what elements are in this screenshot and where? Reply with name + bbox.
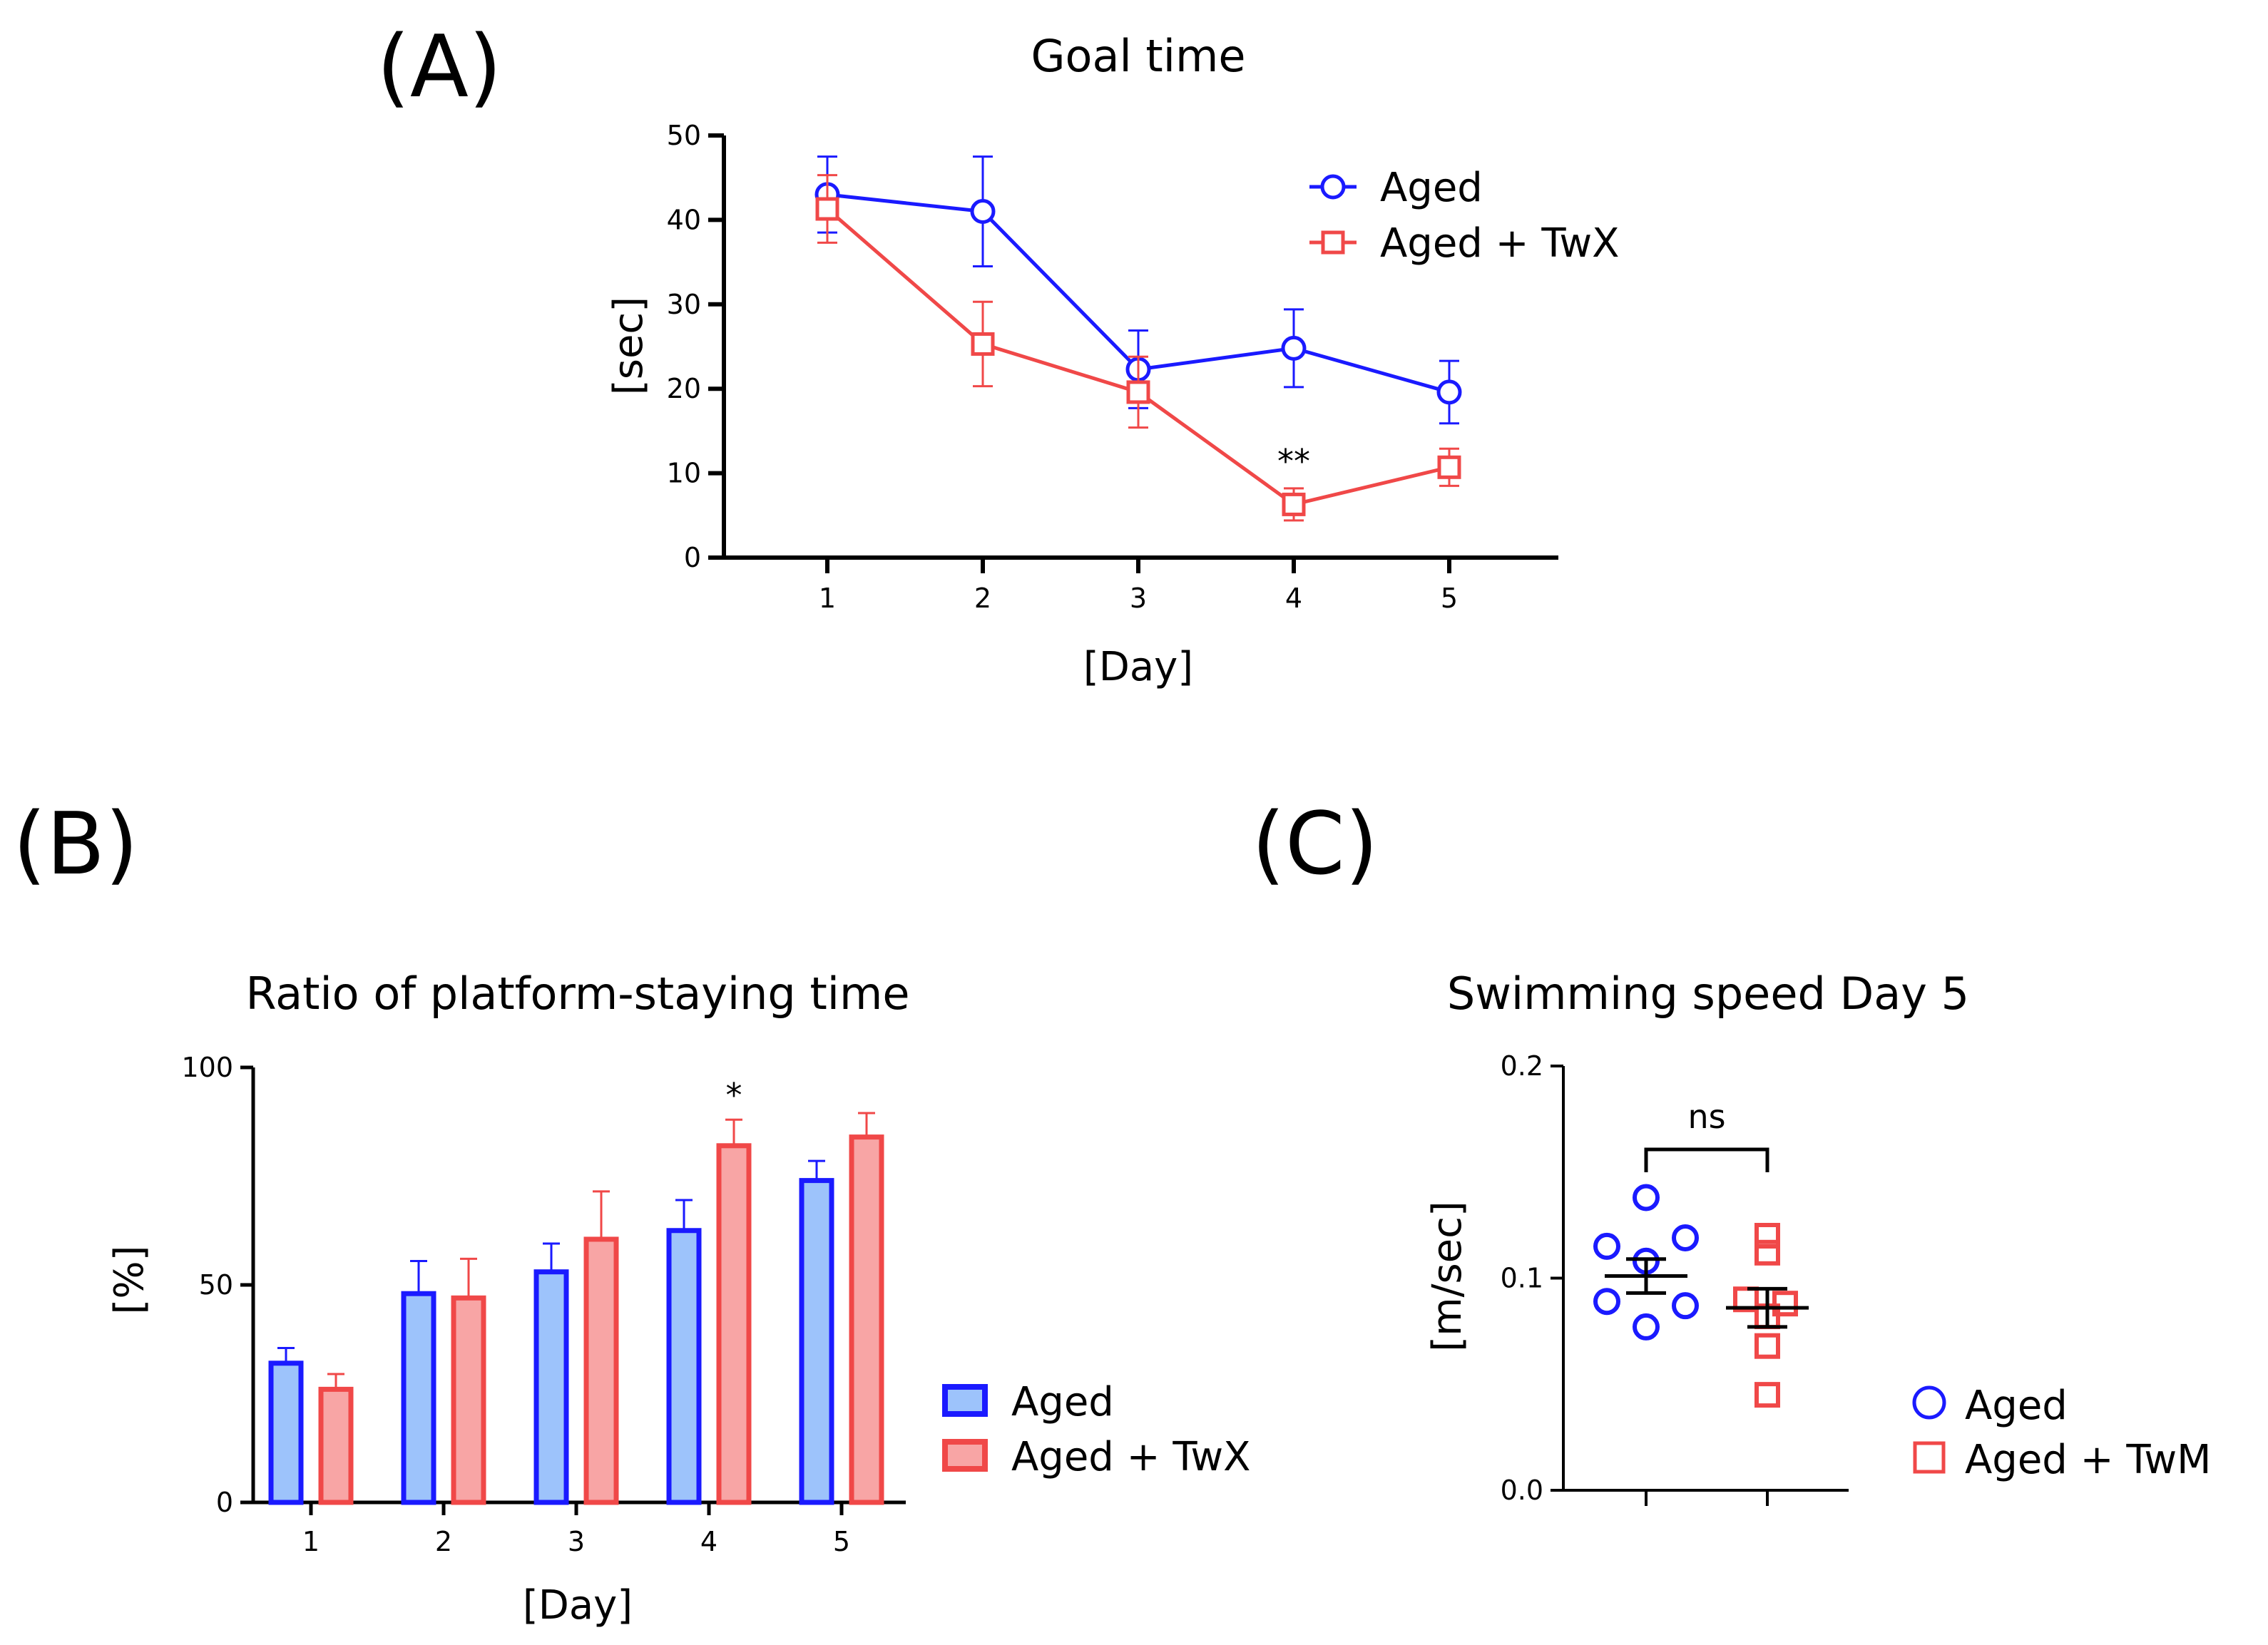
chart-b-axes: 0 50 100 1 2 3 4 5 [181,1052,906,1557]
legend-a-twx-label: Aged + TwX [1380,220,1619,267]
data-point-twx [971,332,995,356]
data-point-aged [1281,335,1307,361]
chart-b-ytick-label: 50 [199,1269,233,1301]
legend-c-twm-label: Aged + TwM [1965,1437,2211,1483]
chart-c-legend: Aged Aged + TwM [1912,1383,2211,1483]
legend-b-aged-swatch [942,1384,988,1417]
chart-b-legend: Aged Aged + TwX [942,1379,1250,1480]
chart-b-xtick-label: 4 [700,1526,717,1557]
data-point-twm [1733,1286,1759,1313]
legend-b-twx-swatch [942,1439,988,1472]
legend-c-twm-marker [1913,1441,1946,1474]
chart-b-xtick-label: 2 [435,1526,452,1557]
data-point-aged [1633,1313,1660,1341]
bar-aged [401,1291,436,1505]
panel-c-letter: (C) [1252,795,1378,894]
bar-twx [451,1295,486,1505]
chart-b-ytick-label: 0 [216,1487,233,1518]
data-point-twm [1754,1333,1780,1359]
legend-c-aged-label: Aged [1965,1383,2068,1429]
chart-c-ytick-label: 0.2 [1501,1050,1543,1082]
chart-a-marks: ** [814,155,1462,522]
comparison-bracket [1644,1147,1769,1172]
chart-b-ylabel: [%] [106,1246,153,1315]
data-point-twx [815,197,839,221]
panel-a-line-chart: Goal time [sec] [Day] 0 10 20 30 40 50 1 2 3 4 5 *… [606,30,1619,690]
data-point-twx [1282,492,1306,516]
chart-a-title: Goal time [1031,30,1246,82]
panel-a-letter: (A) [377,18,502,117]
chart-a-ytick-label: 30 [667,289,701,320]
chart-b-title: Ratio of platform-staying time [245,968,909,1020]
chart-b-ytick-label: 100 [181,1052,233,1083]
chart-a-ytick-label: 50 [667,120,701,151]
chart-a-xtick-label: 5 [1441,583,1458,614]
chart-a-ytick-label: 0 [684,542,701,573]
legend-b-aged-label: Aged [1011,1379,1114,1425]
bar-aged [533,1269,569,1505]
chart-c-ytick-label: 0.1 [1501,1263,1543,1294]
chart-a-ytick-label: 10 [667,458,701,489]
bar-twx [849,1134,884,1505]
data-point-aged [970,199,996,225]
legend-c-aged-marker [1912,1385,1946,1420]
chart-a-axes: 0 10 20 30 40 50 1 2 3 4 5 [667,120,1558,614]
chart-b-xlabel: [Day] [523,1582,633,1629]
chart-b-xtick-label: 1 [302,1526,320,1557]
chart-c-marks: ns [1593,1097,1809,1408]
comparison-label: ns [1687,1097,1725,1136]
chart-c-title: Swimming speed Day 5 [1447,968,1969,1020]
chart-a-ylabel: [sec] [606,297,652,395]
chart-c-ylabel: [m/sec] [1424,1201,1471,1352]
chart-b-marks: * [268,1076,884,1505]
chart-b-xtick-label: 3 [568,1526,585,1557]
chart-a-legend: Aged Aged + TwX [1309,165,1619,267]
chart-a-ytick-label: 20 [667,373,701,404]
data-point-aged [1593,1232,1620,1260]
legend-a-aged-marker [1320,174,1346,200]
chart-b-xtick-label: 5 [833,1526,850,1557]
chart-a-ytick-label: 40 [667,204,701,235]
data-point-twm [1754,1239,1780,1266]
bar-aged [799,1178,834,1505]
data-point-twm [1754,1223,1780,1249]
chart-a-xtick-label: 2 [974,583,991,614]
panel-c-scatter-chart: Swimming speed Day 5 [m/sec] 0.0 0.1 0.2 n… [1424,968,2211,1506]
panel-b-bar-chart: Ratio of platform-staying time [%] [Day]… [106,968,1250,1629]
data-point-twx [1437,455,1461,479]
panel-b-letter: (B) [13,795,138,894]
chart-a-xlabel: [Day] [1083,644,1193,690]
chart-a-xtick-label: 1 [819,583,836,614]
bar-twx [583,1236,619,1505]
bar-twx [318,1386,354,1505]
chart-c-axes: 0.0 0.1 0.2 [1501,1050,1849,1506]
bar-aged [268,1360,304,1505]
significance-marker: * [726,1076,742,1114]
data-point-aged [1436,379,1462,405]
data-point-twm [1754,1382,1780,1408]
data-point-aged [1672,1224,1699,1251]
chart-a-xtick-label: 3 [1130,583,1147,614]
bar-aged [666,1228,702,1505]
data-point-aged [1633,1184,1660,1211]
chart-a-xtick-label: 4 [1285,583,1302,614]
significance-marker: ** [1277,442,1310,481]
data-point-twx [1126,380,1150,404]
legend-a-aged-label: Aged [1380,165,1483,211]
chart-c-ytick-label: 0.0 [1501,1475,1543,1506]
data-point-aged [1672,1292,1699,1320]
bar-twx [716,1143,752,1505]
data-point-aged [1593,1288,1620,1316]
legend-b-twx-label: Aged + TwX [1011,1434,1250,1480]
legend-a-twx-marker [1321,230,1345,255]
